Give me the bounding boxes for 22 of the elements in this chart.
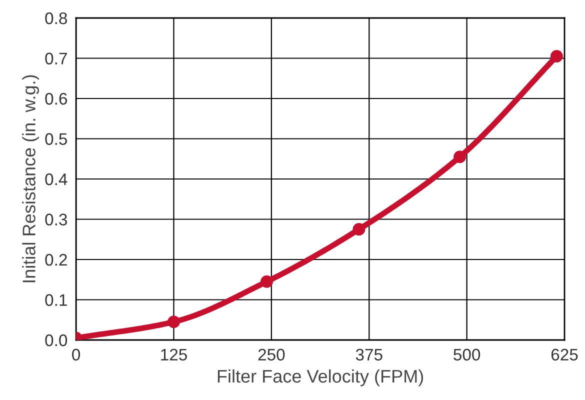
y-tick-label: 0.1 xyxy=(45,294,67,306)
x-axis-title: Filter Face Velocity (FPM) xyxy=(218,369,424,386)
y-tick-label: 0.5 xyxy=(45,133,68,145)
point xyxy=(167,316,180,328)
point xyxy=(352,223,366,236)
y-tick-label: 0.7 xyxy=(45,52,67,64)
point xyxy=(550,50,563,62)
y-tick-label: 0.3 xyxy=(45,214,67,226)
x-tick-label: 625 xyxy=(551,348,578,361)
y-tick-label: 0.4 xyxy=(45,173,68,186)
y-tick-label: 0.8 xyxy=(45,12,67,24)
x-tick-label: 500 xyxy=(454,348,480,361)
y-tick-label: 0.6 xyxy=(45,92,67,105)
x-tick-label: 125 xyxy=(161,348,187,361)
y-axis-title: Initial Resistance (in. w.g.) xyxy=(22,75,39,282)
point xyxy=(260,275,273,288)
x-tick-label: 375 xyxy=(356,348,382,361)
y-tick-label: 0.2 xyxy=(45,254,67,266)
x-tick-label: 250 xyxy=(258,348,285,361)
x-tick-label: 0 xyxy=(72,348,80,361)
point xyxy=(454,150,466,164)
y-tick-label: 0.0 xyxy=(45,334,68,346)
